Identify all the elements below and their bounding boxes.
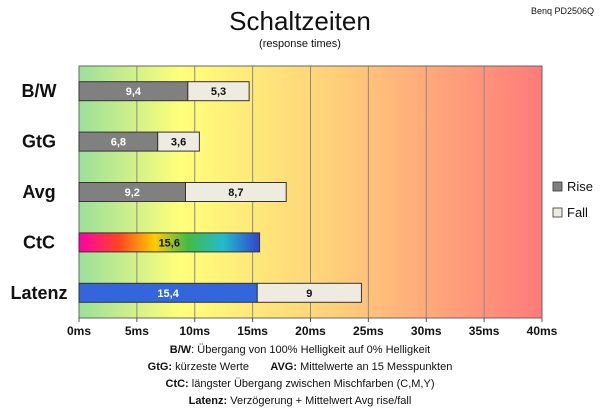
x-tick-label: 0ms [67, 324, 91, 338]
bar-segment-fall [187, 81, 250, 102]
x-axis-ticks: 0ms 5ms 10ms 15ms 20ms 25ms 30ms 35ms 40ms [67, 318, 558, 338]
footnote-latenz-key: Latenz: [188, 395, 228, 407]
legend-swatch-fall [552, 207, 563, 218]
category-label: B/W [22, 81, 57, 101]
legend-swatch-rise [552, 181, 563, 192]
monitor-model: Benq PD2506Q [531, 6, 594, 16]
footnote-bw-key: B/W [169, 344, 192, 356]
footnote-bw: B/W: Übergang von 100% Helligkeit auf 0%… [0, 342, 600, 359]
footnote-ctc: CtC: längster Übergang zwischen Mischfar… [0, 376, 600, 393]
chart-title: Schaltzeiten [229, 6, 371, 36]
bar-value-label: 9,2 [125, 187, 140, 199]
bar-segment-fall [184, 182, 287, 202]
footnote-ctc-key: CtC: [165, 378, 189, 390]
category-label: Avg [22, 182, 55, 202]
category-label: CtC [23, 232, 55, 252]
bar-value-label: 9,4 [126, 86, 142, 98]
x-tick-label: 30ms [411, 324, 442, 338]
bar-segment-ctc-0 [78, 232, 261, 253]
response-time-chart: Schaltzeiten (response times) Benq PD250… [10, 6, 594, 338]
bar-value-label: 15,6 [159, 237, 180, 249]
bars: 9,4 5,3 6,8 3,6 9,2 8,7 15,6 15,4 9 [78, 81, 362, 303]
x-tick-label: 20ms [295, 324, 326, 338]
footnote-avg-key: AVG: [270, 361, 298, 373]
category-labels: B/W GtG Avg CtC Latenz [10, 81, 67, 303]
bar-value-label: 6,8 [111, 137, 126, 149]
footnote-gtg-text: kürzeste Werte [172, 361, 249, 373]
footnotes: B/W: Übergang von 100% Helligkeit auf 0%… [0, 342, 600, 410]
footnote-latenz-text: Verzögerung + Mittelwert Avg rise/fall [227, 395, 412, 407]
x-tick-label: 25ms [353, 324, 384, 338]
x-tick-label: 5ms [125, 324, 149, 338]
bar-segment-fall [157, 131, 200, 152]
footnote-avg-text: Mittelwerte an 15 Messpunkten [297, 361, 453, 373]
category-label: GtG [22, 132, 56, 152]
legend-fall: Fall [567, 205, 588, 220]
footnote-ctc-text: längster Übergang zwischen Mischfarben (… [188, 378, 435, 390]
footnote-bw-text: : Übergang von 100% Helligkeit auf 0% He… [191, 344, 431, 356]
legend-rise: Rise [567, 179, 593, 194]
footnote-gtg-avg: GtG: kürzeste Werte AVG: Mittelwerte an … [0, 359, 600, 376]
bar-segment-latenz-1 [256, 282, 362, 303]
legend: Rise Fall [552, 179, 593, 220]
x-tick-label: 10ms [179, 324, 210, 338]
footnote-latenz: Latenz: Verzögerung + Mittelwert Avg ris… [0, 393, 600, 410]
bar-value-label: 8,7 [228, 187, 243, 199]
bar-value-label: 5,3 [211, 86, 226, 98]
x-tick-label: 35ms [469, 324, 500, 338]
bar-value-label: 9 [306, 288, 312, 300]
x-tick-label: 40ms [527, 324, 558, 338]
x-tick-label: 15ms [237, 324, 268, 338]
category-label: Latenz [10, 283, 67, 303]
bar-value-label: 3,6 [171, 137, 186, 149]
footnote-gtg-key: GtG: [147, 361, 173, 373]
chart-subtitle: (response times) [259, 38, 341, 50]
bar-value-label: 15,4 [157, 288, 179, 300]
